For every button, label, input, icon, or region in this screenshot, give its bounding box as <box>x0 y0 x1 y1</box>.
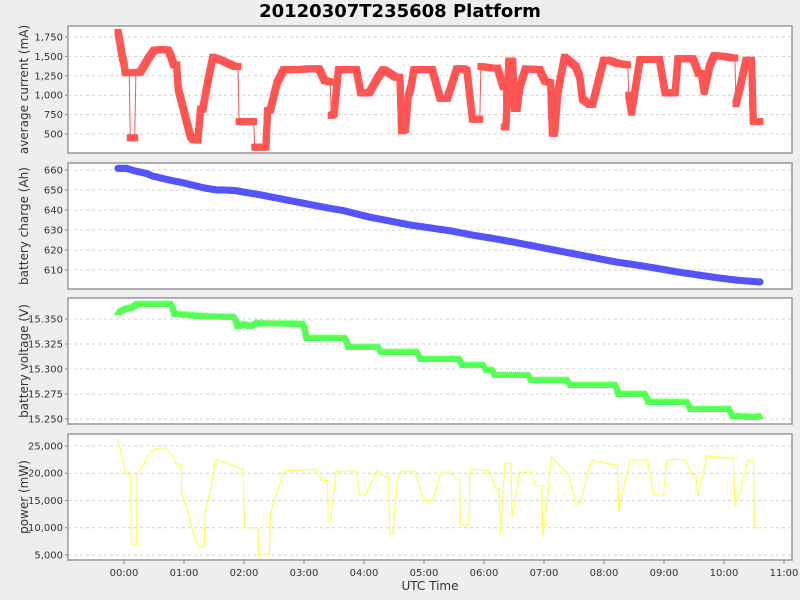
x-tick-label: 03:00 <box>290 568 319 579</box>
series-markers <box>114 28 764 151</box>
y-tick-label: 25,000 <box>28 441 63 452</box>
x-tick-label: 05:00 <box>410 568 439 579</box>
y-tick-label: 610 <box>44 266 63 277</box>
x-axis-label: UTC Time <box>402 579 459 593</box>
chart-title: 20120307T235608 Platform <box>259 1 541 22</box>
y-tick-label: 5,000 <box>34 550 63 561</box>
y-axis-label: battery charge (Ah) <box>17 167 31 285</box>
y-tick-label: 20,000 <box>28 469 63 480</box>
y-tick-label: 15.275 <box>28 390 63 401</box>
series-line <box>117 439 760 556</box>
x-tick-label: 10:00 <box>710 568 739 579</box>
x-tick-label: 08:00 <box>590 568 619 579</box>
panel-battery-charge: 610 620 630 640 650 660 battery charge (Ah) <box>17 162 793 290</box>
series-power <box>117 439 760 556</box>
x-tick-label: 07:00 <box>530 568 559 579</box>
y-tick-label: 640 <box>44 206 63 217</box>
y-tick-label: 15.250 <box>28 415 63 426</box>
y-tick-label: 750 <box>44 110 63 121</box>
y-tick-label: 1,000 <box>34 91 63 102</box>
x-tick-label: 11:00 <box>770 568 799 579</box>
y-axis-label: average current (mA) <box>17 25 31 154</box>
series-markers <box>114 164 764 286</box>
series-markers <box>114 300 764 420</box>
y-tick-label: 630 <box>44 226 63 237</box>
y-tick-label: 1,250 <box>34 71 63 82</box>
x-tick-label: 02:00 <box>230 568 259 579</box>
y-tick-label: 10,000 <box>28 523 63 534</box>
y-tick-label: 660 <box>44 166 63 177</box>
plot-area <box>67 433 793 561</box>
y-tick-label: 500 <box>44 129 63 140</box>
series-average-current <box>114 28 764 151</box>
series-battery-voltage <box>114 300 764 420</box>
y-tick-label: 1,750 <box>34 33 63 44</box>
x-tick-label: 00:00 <box>110 568 139 579</box>
y-tick-label: 15.350 <box>28 315 63 326</box>
panel-power: 5,000 10,000 15,000 20,000 25,000 power (mW) <box>17 433 793 561</box>
x-tick-label: 01:00 <box>170 568 199 579</box>
x-tick-label: 06:00 <box>470 568 499 579</box>
y-tick-label: 15.300 <box>28 365 63 376</box>
x-tick-label: 04:00 <box>350 568 379 579</box>
y-axis-label: battery voltage (V) <box>17 304 31 418</box>
y-axis-label: power (mW) <box>17 460 31 534</box>
y-tick-label: 620 <box>44 246 63 257</box>
y-tick-label: 15.325 <box>28 340 63 351</box>
y-tick-label: 15,000 <box>28 496 63 507</box>
series-battery-charge <box>114 164 764 286</box>
y-tick-label: 650 <box>44 186 63 197</box>
x-axis: 00:00 01:00 02:00 03:00 04:00 05:00 06:00 07:00… <box>110 560 799 593</box>
y-tick-label: 1,500 <box>34 52 63 63</box>
x-tick-label: 09:00 <box>650 568 679 579</box>
